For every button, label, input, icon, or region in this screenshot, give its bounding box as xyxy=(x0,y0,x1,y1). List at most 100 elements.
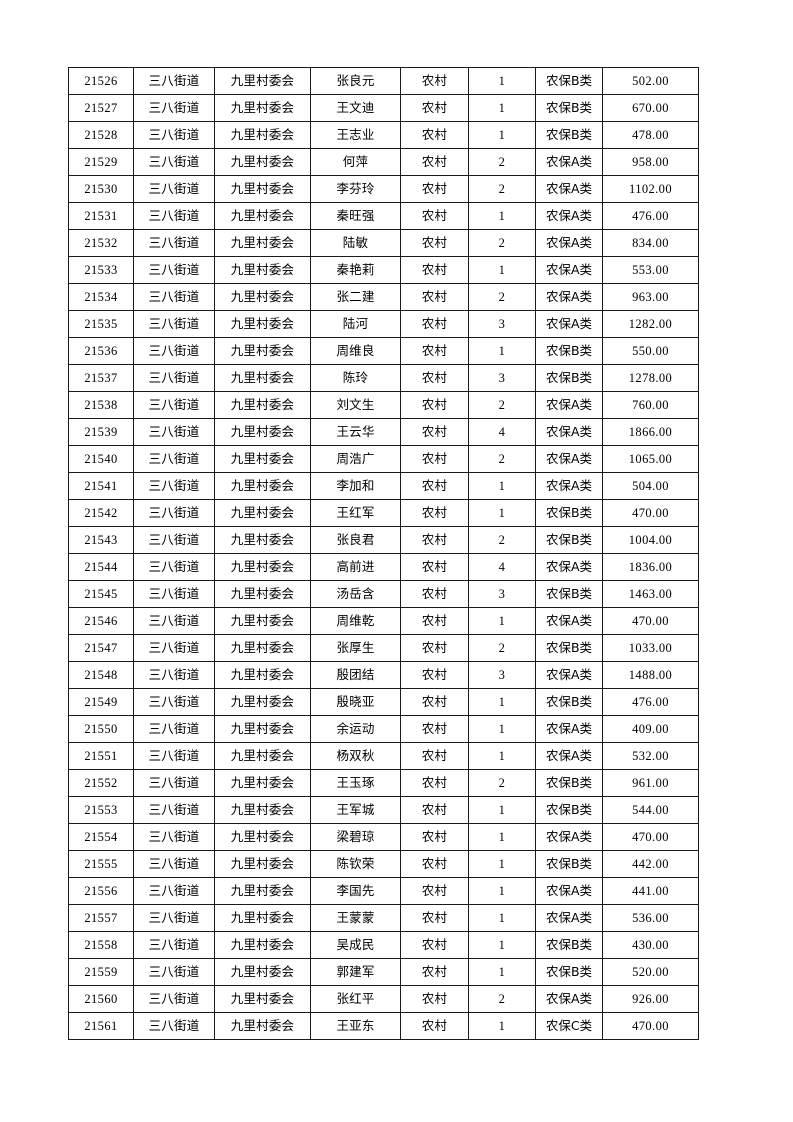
cell-category: 农村 xyxy=(400,472,469,500)
cell-street: 三八街道 xyxy=(133,688,215,716)
cell-insurance-type: 农保A类 xyxy=(535,229,603,257)
cell-name: 秦旺强 xyxy=(310,202,401,230)
cell-village: 九里村委会 xyxy=(214,634,311,662)
cell-street: 三八街道 xyxy=(133,337,215,365)
cell-category: 农村 xyxy=(400,94,469,122)
cell-category: 农村 xyxy=(400,634,469,662)
cell-id: 21548 xyxy=(68,661,134,689)
table-row: 21546 三八街道 九里村委会 周维乾 农村 1 农保A类 470.00 xyxy=(68,607,699,635)
cell-id: 21555 xyxy=(68,850,134,878)
cell-amount: 550.00 xyxy=(602,337,699,365)
cell-count: 2 xyxy=(468,175,536,203)
cell-name: 张二建 xyxy=(310,283,401,311)
cell-street: 三八街道 xyxy=(133,418,215,446)
cell-insurance-type: 农保A类 xyxy=(535,202,603,230)
cell-count: 2 xyxy=(468,634,536,662)
cell-village: 九里村委会 xyxy=(214,175,311,203)
cell-category: 农村 xyxy=(400,958,469,986)
cell-street: 三八街道 xyxy=(133,607,215,635)
cell-amount: 670.00 xyxy=(602,94,699,122)
cell-street: 三八街道 xyxy=(133,472,215,500)
cell-village: 九里村委会 xyxy=(214,202,311,230)
table-row: 21533 三八街道 九里村委会 秦艳莉 农村 1 农保A类 553.00 xyxy=(68,256,699,284)
cell-amount: 760.00 xyxy=(602,391,699,419)
cell-amount: 1065.00 xyxy=(602,445,699,473)
roster-table-body: 21526 三八街道 九里村委会 张良元 农村 1 农保B类 502.00 21527 三八街道九… xyxy=(68,67,699,1040)
cell-village: 九里村委会 xyxy=(214,1012,311,1040)
cell-amount: 532.00 xyxy=(602,742,699,770)
cell-street: 三八街道 xyxy=(133,229,215,257)
table-row: 21552 三八街道 九里村委会 王玉琢 农村 2 农保B类 961.00 xyxy=(68,769,699,797)
cell-insurance-type: 农保B类 xyxy=(535,67,603,95)
cell-village: 九里村委会 xyxy=(214,121,311,149)
cell-count: 3 xyxy=(468,580,536,608)
cell-id: 21561 xyxy=(68,1012,134,1040)
cell-count: 1 xyxy=(468,796,536,824)
cell-name: 殷晓亚 xyxy=(310,688,401,716)
cell-amount: 1278.00 xyxy=(602,364,699,392)
table-row: 21538 三八街道 九里村委会 刘文生 农村 2 农保A类 760.00 xyxy=(68,391,699,419)
cell-name: 陈玲 xyxy=(310,364,401,392)
cell-id: 21547 xyxy=(68,634,134,662)
cell-category: 农村 xyxy=(400,823,469,851)
cell-count: 1 xyxy=(468,337,536,365)
cell-id: 21535 xyxy=(68,310,134,338)
cell-count: 3 xyxy=(468,364,536,392)
cell-id: 21559 xyxy=(68,958,134,986)
cell-count: 1 xyxy=(468,472,536,500)
cell-amount: 553.00 xyxy=(602,256,699,284)
cell-id: 21553 xyxy=(68,796,134,824)
cell-amount: 963.00 xyxy=(602,283,699,311)
cell-name: 秦艳莉 xyxy=(310,256,401,284)
cell-insurance-type: 农保B类 xyxy=(535,769,603,797)
table-row: 21545 三八街道 九里村委会 汤岳含 农村 3 农保B类 1463.00 xyxy=(68,580,699,608)
cell-category: 农村 xyxy=(400,1012,469,1040)
cell-street: 三八街道 xyxy=(133,580,215,608)
cell-insurance-type: 农保A类 xyxy=(535,877,603,905)
cell-category: 农村 xyxy=(400,580,469,608)
cell-count: 1 xyxy=(468,688,536,716)
cell-name: 王亚东 xyxy=(310,1012,401,1040)
cell-village: 九里村委会 xyxy=(214,256,311,284)
cell-count: 1 xyxy=(468,67,536,95)
cell-amount: 1033.00 xyxy=(602,634,699,662)
cell-id: 21526 xyxy=(68,67,134,95)
cell-village: 九里村委会 xyxy=(214,283,311,311)
cell-insurance-type: 农保B类 xyxy=(535,958,603,986)
cell-category: 农村 xyxy=(400,742,469,770)
table-row: 21532 三八街道 九里村委会 陆敏 农村 2 农保A类 834.00 xyxy=(68,229,699,257)
cell-street: 三八街道 xyxy=(133,823,215,851)
cell-id: 21543 xyxy=(68,526,134,554)
cell-category: 农村 xyxy=(400,715,469,743)
cell-id: 21542 xyxy=(68,499,134,527)
cell-street: 三八街道 xyxy=(133,94,215,122)
cell-insurance-type: 农保A类 xyxy=(535,715,603,743)
cell-insurance-type: 农保A类 xyxy=(535,148,603,176)
cell-count: 1 xyxy=(468,499,536,527)
cell-village: 九里村委会 xyxy=(214,526,311,554)
table-row: 21556 三八街道 九里村委会 李国先 农村 1 农保A类 441.00 xyxy=(68,877,699,905)
cell-amount: 470.00 xyxy=(602,499,699,527)
cell-street: 三八街道 xyxy=(133,391,215,419)
cell-street: 三八街道 xyxy=(133,67,215,95)
cell-village: 九里村委会 xyxy=(214,391,311,419)
table-row: 21528 三八街道 九里村委会 王志业 农村 1 农保B类 478.00 xyxy=(68,121,699,149)
cell-street: 三八街道 xyxy=(133,1012,215,1040)
cell-amount: 834.00 xyxy=(602,229,699,257)
cell-village: 九里村委会 xyxy=(214,67,311,95)
cell-insurance-type: 农保B类 xyxy=(535,499,603,527)
cell-street: 三八街道 xyxy=(133,796,215,824)
cell-name: 梁碧琼 xyxy=(310,823,401,851)
cell-count: 1 xyxy=(468,742,536,770)
cell-category: 农村 xyxy=(400,688,469,716)
cell-category: 农村 xyxy=(400,499,469,527)
cell-category: 农村 xyxy=(400,175,469,203)
table-row: 21559 三八街道 九里村委会 郭建军 农村 1 农保B类 520.00 xyxy=(68,958,699,986)
cell-category: 农村 xyxy=(400,850,469,878)
cell-insurance-type: 农保A类 xyxy=(535,607,603,635)
cell-insurance-type: 农保C类 xyxy=(535,1012,603,1040)
cell-name: 吴成民 xyxy=(310,931,401,959)
cell-insurance-type: 农保A类 xyxy=(535,310,603,338)
cell-category: 农村 xyxy=(400,661,469,689)
